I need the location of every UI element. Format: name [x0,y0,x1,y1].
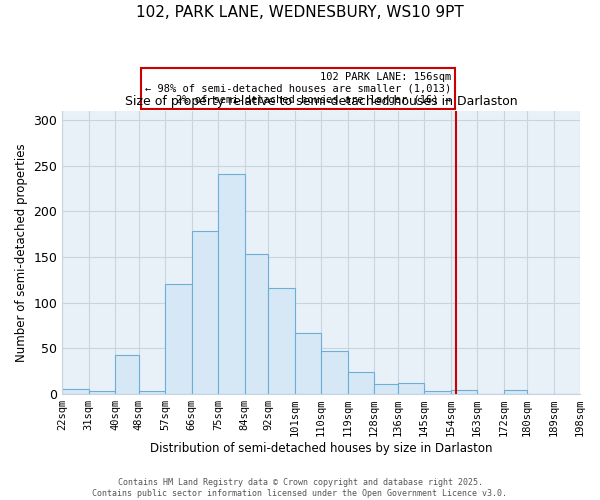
Bar [218,174,245,394]
Bar [398,383,424,394]
Text: Contains HM Land Registry data © Crown copyright and database right 2025.
Contai: Contains HM Land Registry data © Crown c… [92,478,508,498]
Bar [139,392,165,394]
Bar [115,355,139,394]
Bar [503,390,527,394]
Bar [62,388,89,394]
Text: 102, PARK LANE, WEDNESBURY, WS10 9PT: 102, PARK LANE, WEDNESBURY, WS10 9PT [136,5,464,20]
Bar [295,333,321,394]
Bar [192,232,218,394]
Bar [347,372,374,394]
Bar [424,392,451,394]
Bar [321,351,347,394]
Y-axis label: Number of semi-detached properties: Number of semi-detached properties [15,143,28,362]
X-axis label: Distribution of semi-detached houses by size in Darlaston: Distribution of semi-detached houses by … [150,442,493,455]
Bar [374,384,398,394]
Bar [89,392,115,394]
Bar [451,390,477,394]
Bar [268,288,295,394]
Bar [245,254,268,394]
Bar [165,284,192,394]
Title: Size of property relative to semi-detached houses in Darlaston: Size of property relative to semi-detach… [125,96,517,108]
Text: 102 PARK LANE: 156sqm
← 98% of semi-detached houses are smaller (1,013)
2% of se: 102 PARK LANE: 156sqm ← 98% of semi-deta… [145,72,451,105]
